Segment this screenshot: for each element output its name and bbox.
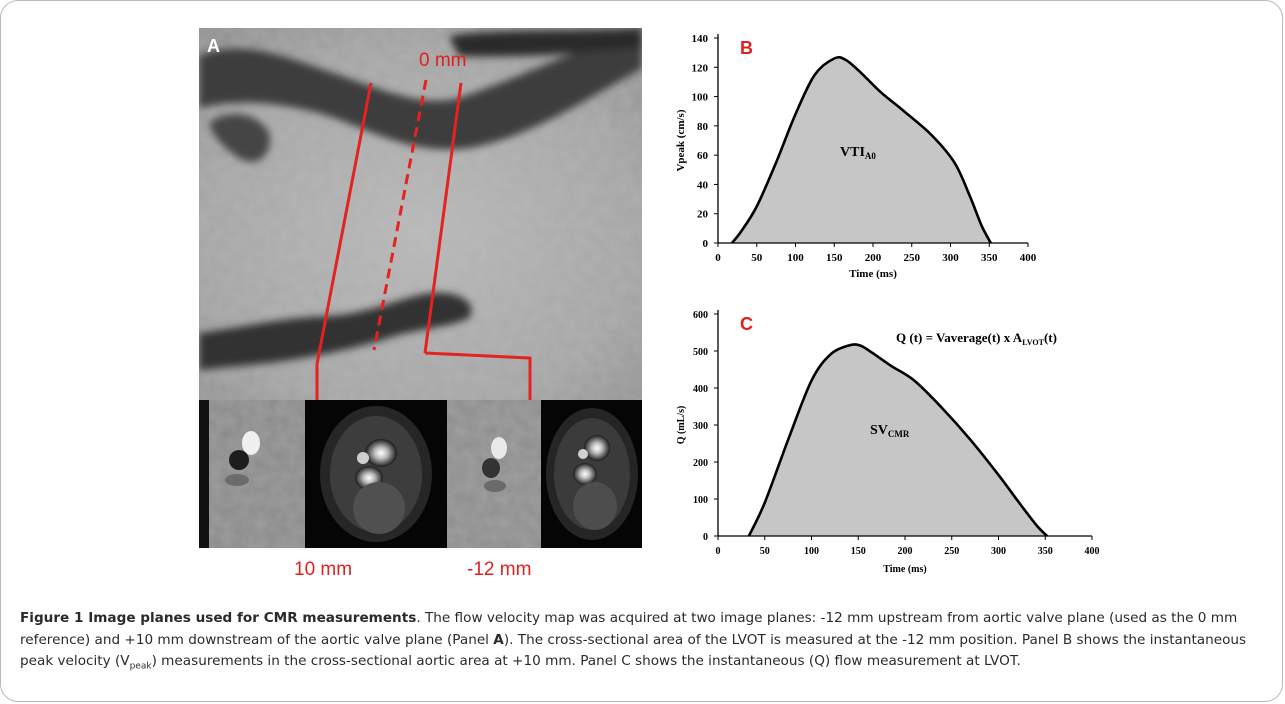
- equation-tail: (t): [1044, 330, 1057, 345]
- y-tick-label: 100: [692, 92, 709, 104]
- y-axis-label: Q (mL/s): [676, 406, 687, 445]
- x-axis-label: Time (ms): [883, 564, 926, 575]
- plane-line-right: [423, 82, 463, 354]
- y-tick-label: 120: [692, 62, 709, 74]
- plane-label-10mm: 10 mm: [294, 559, 353, 580]
- panel-label: C: [740, 314, 753, 334]
- phase-map-10mm: [199, 400, 305, 548]
- series-line: [747, 343, 1049, 537]
- y-tick-label: 20: [697, 209, 709, 221]
- x-tick-label: 200: [898, 546, 913, 557]
- caption-panel-ref: A: [493, 631, 504, 648]
- series-line: [730, 55, 992, 244]
- y-tick-label: 600: [693, 310, 708, 321]
- y-tick-label: 300: [693, 421, 708, 432]
- y-tick-label: 0: [703, 532, 708, 543]
- y-tick-label: 200: [693, 458, 708, 469]
- y-tick-label: 400: [693, 384, 708, 395]
- caption-title: Figure 1 Image planes used for CMR measu…: [20, 610, 417, 626]
- chart-b-peak-velocity: 0 50 100 150 200 250 300 350 400 0 20 40 60 80 100 120 1…: [675, 33, 1037, 280]
- caption-text-2: ). The cross-sectional area of the LVOT …: [20, 631, 1247, 670]
- y-tick-label: 40: [697, 179, 709, 191]
- y-tick-label: 60: [697, 150, 709, 162]
- panel-a-label: A: [207, 36, 220, 56]
- equation-subscript: LVOT: [1022, 338, 1044, 347]
- plane-line-left: [315, 82, 373, 365]
- x-tick-label: 0: [715, 252, 721, 264]
- panel-label: B: [740, 38, 753, 58]
- area-fill: [748, 344, 1048, 536]
- area-fill: [731, 57, 991, 243]
- x-tick-label: 300: [991, 546, 1006, 557]
- y-axis-label: Vpeak (cm/s): [675, 109, 687, 171]
- magnitude-image-10mm: [305, 400, 447, 548]
- y-tick-label: 0: [703, 238, 709, 250]
- y-tick-label: 80: [697, 121, 709, 133]
- x-tick-label: 0: [716, 546, 721, 557]
- y-tick-label: 140: [692, 33, 709, 45]
- x-tick-label: 200: [865, 252, 882, 264]
- plane-label-minus12mm: -12 mm: [467, 559, 532, 580]
- x-tick-label: 100: [787, 252, 804, 264]
- caption-sub-peak: peak: [129, 661, 152, 672]
- equation-annotation: Q (t) = Vaverage(t) x ALVOT(t): [896, 330, 1057, 347]
- connector-right: [424, 351, 532, 400]
- y-tick-label: 500: [693, 347, 708, 358]
- x-tick-label: 350: [1038, 546, 1053, 557]
- area-label-subscript: CMR: [888, 429, 910, 439]
- caption-text-1: . The flow velocity map was acquired at …: [20, 610, 1238, 648]
- figure-caption: Figure 1 Image planes used for CMR measu…: [20, 608, 1265, 678]
- mri-image: A 0 mm: [199, 28, 642, 548]
- magnitude-image-minus12mm: [541, 400, 642, 548]
- chart-c-flow: 0 50 100 150 200 250 300 350 400 0 100 200 300 400 500…: [676, 310, 1100, 575]
- x-tick-label: 100: [804, 546, 819, 557]
- x-tick-label: 350: [981, 252, 998, 264]
- x-tick-label: 250: [944, 546, 959, 557]
- mri-panel-a: A 0 mm: [199, 28, 642, 548]
- x-tick-label: 150: [826, 252, 843, 264]
- x-tick-label: 150: [851, 546, 866, 557]
- phase-map-minus12mm: [447, 400, 541, 548]
- caption-text-3: ) measurements in the cross-sectional ao…: [151, 653, 1021, 669]
- x-axis-label: Time (ms): [849, 268, 897, 280]
- x-tick-label: 50: [751, 252, 763, 264]
- x-tick-label: 50: [760, 546, 770, 557]
- y-tick-label: 100: [693, 495, 708, 506]
- x-tick-label: 400: [1020, 252, 1037, 264]
- x-tick-label: 400: [1085, 546, 1100, 557]
- x-tick-label: 250: [904, 252, 921, 264]
- plane-label-0mm: 0 mm: [419, 50, 467, 71]
- plane-line-center-dashed: [372, 79, 428, 351]
- x-tick-label: 300: [942, 252, 959, 264]
- area-label-subscript: A0: [865, 151, 876, 161]
